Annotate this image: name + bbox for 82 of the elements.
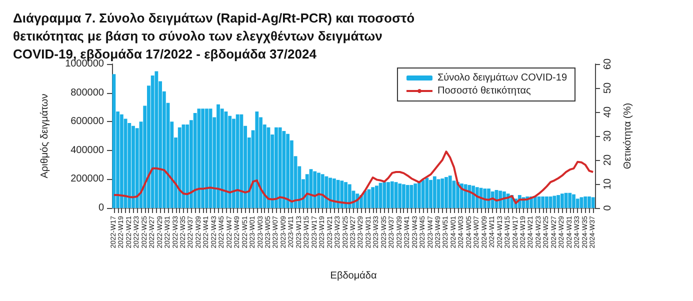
bar [232,118,236,208]
bar [588,196,591,208]
bar [186,124,190,208]
bar [406,184,410,208]
bar [425,178,429,208]
bar [120,114,124,208]
bar [545,196,548,208]
bar [468,184,472,208]
y2-axis-title: Θετικότητα (%) [622,102,634,170]
bar [568,192,572,208]
bar [216,104,220,208]
y-tick-label: 200000 [70,174,104,185]
bar [220,108,224,208]
y-axis-title: Αριθμός δειγμάτων [40,94,50,178]
bar [548,196,552,208]
bar [556,195,560,208]
y2-tick-label: 10 [602,178,614,190]
bar [402,184,406,208]
bar [240,114,244,208]
bar [178,127,182,208]
bar [440,178,444,208]
y2-tick-label: 0 [602,204,614,211]
y-tick-label: 400000 [70,144,104,156]
bar [398,184,402,208]
bar [193,112,197,208]
bar [228,116,232,208]
bar [533,196,537,208]
bar [576,198,580,208]
bar [580,197,584,208]
bar [541,196,545,208]
bar [132,126,135,208]
bar [560,194,564,208]
bar [278,127,282,208]
bar [414,184,418,208]
y-tick-label: 800000 [70,87,104,98]
bar [386,182,390,208]
bar [417,182,421,208]
y2-tick-label: 20 [602,154,614,166]
bar [371,187,375,208]
bar [348,184,352,208]
bar [255,112,259,208]
bar [204,108,208,208]
bar [320,174,324,208]
bar [274,127,278,208]
bar [332,178,336,208]
bar [448,176,452,208]
y-tick-label: 1000000 [65,58,104,70]
bar [429,180,432,208]
bar [112,74,116,208]
bar [236,114,240,208]
bar [286,134,290,208]
bar [201,108,205,208]
y2-tick-label: 50 [602,82,614,94]
bar [340,180,344,208]
bar [390,181,394,208]
legend-label: Ποσοστό θετικότητας [437,86,532,96]
legend-label: Σύνολο δειγμάτων COVID-19 [437,72,568,84]
y2-tick-label: 30 [602,130,614,142]
bar [317,172,320,208]
bar [432,176,436,208]
bar [421,180,425,208]
x-axis-title: Εβδομάδα [330,270,377,282]
y2-tick-label: 40 [602,106,614,118]
bar [282,130,286,208]
bar [363,190,367,208]
bar [464,184,468,208]
bar [154,71,158,208]
bar [374,186,378,208]
bar [382,182,386,208]
bar [444,177,448,208]
bar [197,108,201,208]
y-tick-label: 600000 [70,116,104,128]
bar [313,171,317,208]
bar [591,197,595,208]
bar [584,196,588,208]
line-series [112,150,594,204]
bar [552,196,556,208]
bar [344,182,348,208]
y-tick-label: 0 [98,202,104,214]
bar [572,194,576,208]
bar [328,178,332,208]
y2-tick-label: 60 [602,58,614,70]
